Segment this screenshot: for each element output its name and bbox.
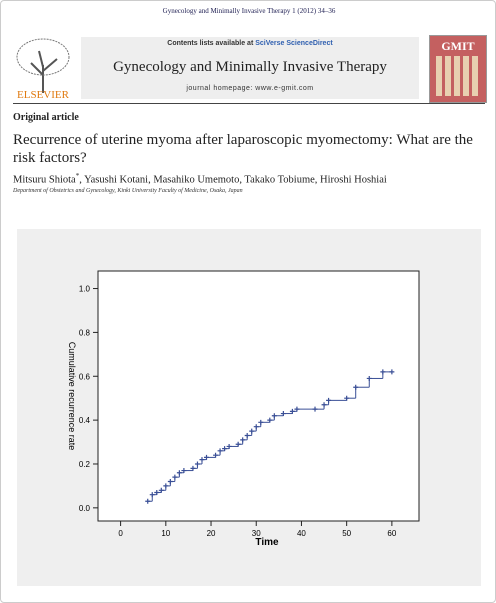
censor-mark: [344, 395, 350, 401]
homepage[interactable]: journal homepage: www.e-gmit.com: [186, 85, 314, 92]
authors: Mitsuru Shiota*, Yasushi Kotani, Masahik…: [13, 172, 387, 186]
y-tick-label: 0.2: [79, 460, 91, 469]
censor-mark: [222, 446, 228, 452]
journal-title: Gynecology and Minimally Invasive Therap…: [113, 59, 387, 75]
censor-mark: [190, 465, 196, 471]
citation: Gynecology and Minimally Invasive Therap…: [162, 7, 336, 15]
censor-mark: [271, 413, 277, 419]
x-axis-label: Time: [255, 537, 279, 548]
contents-link[interactable]: SciVerse ScienceDirect: [255, 40, 333, 47]
chart: Time Cumulative recurrence rate 0.0 0.2 0.…: [67, 270, 420, 548]
censor-mark: [145, 498, 151, 504]
contents-text: Contents lists available at: [167, 40, 254, 47]
x-tick-label: 10: [161, 529, 170, 538]
censor-mark: [289, 408, 295, 414]
y-tick-label: 0.4: [79, 416, 91, 425]
censor-mark: [181, 468, 187, 474]
censor-mark: [154, 489, 160, 495]
censor-mark: [389, 369, 395, 375]
contents-line: Contents lists available at SciVerse Sci…: [81, 40, 419, 47]
censor-mark: [158, 487, 164, 493]
censor-mark: [366, 375, 372, 381]
censor-mark: [163, 483, 169, 489]
rule: [13, 103, 485, 104]
censor-mark: [213, 452, 219, 458]
y-tick-label: 0.6: [79, 372, 91, 381]
censor-mark: [240, 437, 246, 443]
censor-mark: [267, 417, 273, 423]
censor-mark: [258, 419, 264, 425]
censor-mark: [194, 461, 200, 467]
censor-mark: [312, 406, 318, 412]
censor-mark: [321, 402, 327, 408]
censor-mark: [149, 492, 155, 498]
censor-mark: [226, 443, 232, 449]
censor-mark: [235, 441, 241, 447]
corresponding-mark: *: [75, 172, 80, 180]
publisher-logo: ELSEVIER: [16, 38, 70, 101]
y-axis-label: Cumulative recurrence rate: [67, 342, 77, 451]
journal-banner: Contents lists available at SciVerse Sci…: [81, 37, 419, 99]
x-tick-label: 20: [207, 529, 216, 538]
y-tick-label: 0.8: [79, 328, 91, 337]
censor-mark: [253, 424, 259, 430]
x-tick-label: 0: [118, 529, 123, 538]
censor-mark: [249, 428, 255, 434]
author-list: , Yasushi Kotani, Masahiko Umemoto, Taka…: [79, 174, 387, 186]
censor-mark: [199, 457, 205, 463]
x-tick-label: 40: [297, 529, 306, 538]
censor-mark: [244, 432, 250, 438]
censor-mark: [280, 411, 286, 417]
y-tick-label: 0.0: [79, 504, 91, 513]
publisher-name: ELSEVIER: [17, 89, 70, 101]
censor-mark: [217, 448, 223, 454]
censor-mark: [294, 406, 300, 412]
cover-art: [436, 56, 480, 96]
author: Mitsuru Shiota: [13, 174, 76, 186]
affiliation: Department of Obstetrics and Gynecology,…: [13, 188, 243, 194]
censor-mark: [353, 384, 359, 390]
censor-mark: [176, 470, 182, 476]
section: Original article: [13, 112, 79, 123]
x-tick-label: 60: [387, 529, 396, 538]
censor-mark: [326, 397, 332, 403]
censor-mark: [204, 454, 210, 460]
figure: Time Cumulative recurrence rate 0.0 0.2 0.…: [17, 229, 481, 586]
censor-mark: [380, 369, 386, 375]
x-tick-label: 30: [252, 529, 261, 538]
cover: GMIT: [429, 35, 487, 103]
x-tick-label: 50: [342, 529, 351, 538]
censor-mark: [172, 474, 178, 480]
y-tick-label: 1.0: [79, 285, 91, 294]
cover-title: GMIT: [441, 39, 475, 53]
plot-frame: [97, 270, 420, 522]
article-title: Recurrence of uterine myoma after laparo…: [13, 132, 473, 166]
censor-mark: [167, 479, 173, 485]
